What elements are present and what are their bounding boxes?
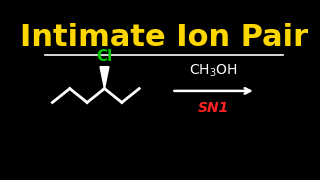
Text: Cl: Cl: [96, 49, 113, 64]
Text: Intimate Ion Pair: Intimate Ion Pair: [20, 23, 308, 52]
Text: CH$_3$OH: CH$_3$OH: [189, 63, 238, 79]
Text: SN1: SN1: [198, 101, 229, 115]
Polygon shape: [100, 67, 109, 89]
